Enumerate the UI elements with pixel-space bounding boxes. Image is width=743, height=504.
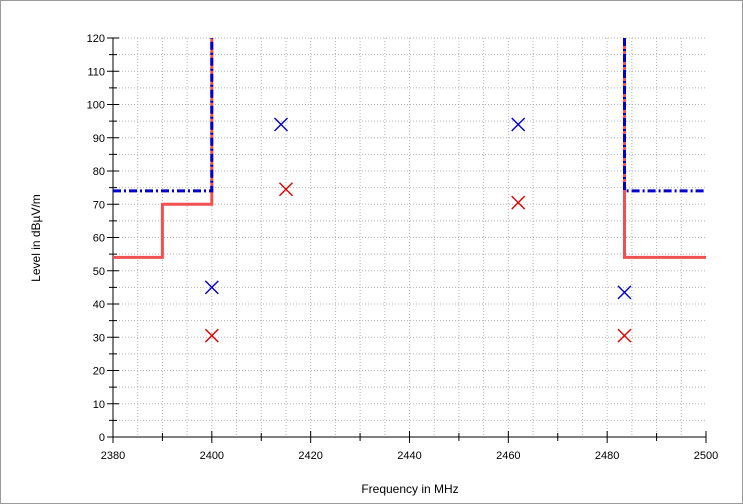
limit-line-solid	[113, 38, 214, 259]
y-tick-label: 10	[93, 399, 105, 411]
x-marker-stroke	[204, 280, 219, 295]
y-tick-label: 60	[93, 233, 105, 245]
y-tick-label: 90	[93, 133, 105, 145]
x-marker-stroke	[617, 285, 632, 300]
x-marker	[278, 182, 293, 197]
axes	[107, 37, 707, 443]
x-axis-title: Frequency in MHz	[361, 482, 458, 496]
x-tick-label: 2460	[496, 450, 520, 462]
y-tick-label: 0	[99, 432, 105, 444]
limit-line-dashdot	[113, 38, 214, 193]
y-tick-label: 100	[87, 100, 105, 112]
x-tick-label: 2480	[595, 450, 619, 462]
limit-line-dashdot	[623, 38, 706, 193]
x-marker-stroke	[274, 117, 289, 132]
markers-layer	[204, 117, 632, 343]
y-tick-label: 50	[93, 266, 105, 278]
y-axis-title: Level in dBµV/m	[29, 194, 43, 282]
x-marker-stroke	[204, 328, 219, 343]
x-marker-stroke	[511, 117, 526, 132]
x-marker	[204, 328, 219, 343]
y-tick-label: 80	[93, 166, 105, 178]
series-layer	[113, 38, 706, 259]
limit-line-solid	[623, 38, 706, 259]
y-tick-label: 110	[87, 66, 105, 78]
x-tick-label: 2420	[298, 450, 322, 462]
x-tick-label: 2500	[694, 450, 718, 462]
x-tick-label: 2380	[101, 450, 125, 462]
x-marker-stroke	[617, 328, 632, 343]
x-marker-stroke	[278, 182, 293, 197]
x-marker	[274, 117, 289, 132]
x-marker	[511, 195, 526, 210]
x-tick-label: 2400	[200, 450, 224, 462]
y-tick-label: 40	[93, 299, 105, 311]
y-tick-label: 20	[93, 366, 105, 378]
x-marker-stroke	[511, 195, 526, 210]
y-tick-label: 30	[93, 332, 105, 344]
x-marker	[511, 117, 526, 132]
x-marker	[204, 280, 219, 295]
tick-labels: 0 10 20 30 40 50 60 70 80 90 100 110 120 2380 2400 2420…	[87, 33, 719, 462]
y-tick-label: 70	[93, 199, 105, 211]
x-marker	[617, 285, 632, 300]
x-tick-label: 2440	[397, 450, 421, 462]
x-marker	[617, 328, 632, 343]
y-tick-label: 120	[87, 33, 105, 45]
grid	[113, 37, 706, 437]
